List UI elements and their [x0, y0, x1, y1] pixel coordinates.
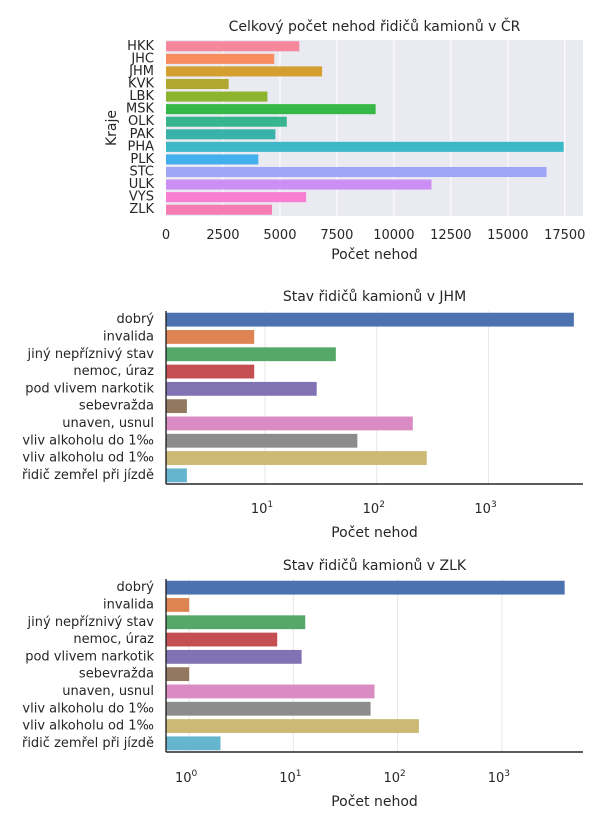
bar-nemoc-raz [166, 364, 255, 379]
bar-msk [166, 104, 376, 115]
category-label: ULK [129, 177, 155, 192]
x-axis-label: Počet nehod [331, 794, 418, 810]
category-label: dobrý [117, 312, 155, 327]
category-label: PLK [130, 152, 154, 167]
chart-title: Stav řidičů kamionů v ZLK [283, 558, 467, 574]
category-label: JHM [128, 64, 154, 79]
category-label: jiný nepříznivý stav [27, 615, 155, 630]
x-tick-label: 10000 [373, 228, 414, 243]
bar-sebevra-da [166, 667, 190, 682]
bar-plk [166, 154, 259, 165]
bar-jhc [166, 53, 275, 64]
category-label: dobrý [117, 580, 155, 595]
x-axis-label: Počet nehod [331, 525, 418, 541]
category-label: vliv alkoholu do 1‰ [22, 701, 154, 716]
category-label: unaven, usnul [62, 684, 154, 699]
y-axis-label: Kraje [104, 110, 120, 146]
bar-pha [166, 141, 564, 152]
category-label: sebevražda [79, 399, 154, 414]
category-label: LBK [129, 89, 154, 104]
bar-dobr- [166, 312, 574, 327]
category-label: vliv alkoholu do 1‰ [22, 433, 154, 448]
x-axis-label: Počet nehod [331, 247, 418, 263]
chart-1: HKKJHCJHMKVKLBKMSKOLKPAKPHAPLKSTCULKVYSZ… [104, 17, 585, 263]
x-tick-label: 102 [383, 769, 405, 786]
bar-vliv-alkoholu-do-1- [166, 701, 371, 716]
x-tick-label: 100 [175, 769, 198, 786]
bar-nemoc-raz [166, 632, 278, 647]
bar-jin-nep-zniv-stav [166, 615, 306, 630]
category-label: MSK [126, 102, 154, 117]
chart-3: dobrý invalida jiný nepříznivý stav nemoc, … [22, 558, 583, 810]
bar-ulk [166, 179, 432, 190]
bar-vys [166, 192, 307, 203]
x-tick-label: 7500 [320, 228, 353, 243]
bar-pod-vlivem-narkotik [166, 649, 302, 664]
bar-dobr- [166, 580, 565, 595]
bar-unaven-usnul [166, 416, 413, 431]
bar-lbk [166, 91, 268, 102]
category-label: pod vlivem narkotik [25, 381, 154, 396]
category-label: PAK [130, 127, 155, 142]
category-label: invalida [103, 329, 154, 344]
category-label: invalida [103, 597, 154, 612]
category-label: HKK [127, 39, 154, 54]
chart-2: dobrý invalida jiný nepříznivý stav nemoc, … [22, 289, 583, 541]
category-label: ZLK [129, 202, 154, 217]
category-label: vliv alkoholu od 1‰ [22, 719, 154, 734]
bar-stc [166, 166, 547, 178]
x-tick-label: 0 [162, 228, 170, 243]
x-tick-label: 102 [363, 500, 385, 517]
category-label: nemoc, úraz [73, 632, 154, 647]
bar--idi-zem-el-p-i-j-zd- [166, 736, 221, 751]
x-tick-label: 15000 [487, 228, 528, 243]
x-tick-label: 101 [279, 769, 301, 786]
category-label: nemoc, úraz [73, 364, 154, 379]
category-label: STC [129, 165, 154, 180]
bar-vliv-alkoholu-od-1- [166, 451, 427, 465]
bar-pod-vlivem-narkotik [166, 381, 317, 396]
category-label: JHC [130, 51, 154, 66]
x-tick-label: 103 [488, 769, 510, 786]
bar-olk [166, 116, 287, 127]
bar-unaven-usnul [166, 684, 375, 699]
category-label: vliv alkoholu od 1‰ [22, 451, 154, 466]
bar-vliv-alkoholu-do-1- [166, 433, 358, 448]
category-label: jiný nepříznivý stav [27, 347, 155, 362]
x-tick-label: 5000 [263, 228, 296, 243]
x-tick-label: 101 [251, 500, 273, 517]
category-label: pod vlivem narkotik [25, 649, 154, 664]
x-tick-label: 17500 [544, 228, 585, 243]
bar-jin-nep-zniv-stav [166, 347, 336, 362]
bar-invalida [166, 330, 255, 344]
x-tick-label: 103 [474, 500, 496, 517]
chart-title: Stav řidičů kamionů v JHM [283, 289, 466, 305]
category-label: řidič zemřel při jízdě [22, 736, 154, 751]
category-label: řidič zemřel při jízdě [22, 468, 154, 483]
category-label: PHA [127, 139, 154, 154]
category-label: VYS [129, 190, 154, 205]
bar-invalida [166, 598, 190, 612]
category-label: KVK [128, 77, 154, 92]
bar-sebevra-da [166, 399, 187, 414]
x-tick-label: 12500 [430, 228, 471, 243]
bar-kvk [166, 78, 229, 90]
bar--idi-zem-el-p-i-j-zd- [166, 468, 187, 483]
bar-hkk [166, 41, 300, 52]
x-tick-label: 2500 [206, 228, 239, 243]
bar-vliv-alkoholu-od-1- [166, 719, 419, 733]
category-label: sebevražda [79, 667, 154, 682]
category-label: OLK [128, 114, 154, 129]
category-label: unaven, usnul [62, 416, 154, 431]
bar-jhm [166, 66, 323, 77]
bar-pak [166, 129, 276, 140]
chart-title: Celkový počet nehod řidičů kamionů v ČR [229, 17, 521, 35]
bar-zlk [166, 204, 272, 215]
